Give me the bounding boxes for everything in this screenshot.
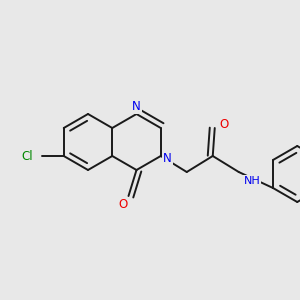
Text: N: N	[164, 152, 172, 166]
Text: NH: NH	[244, 176, 260, 186]
Text: O: O	[119, 197, 128, 211]
Text: Cl: Cl	[21, 149, 33, 163]
Text: O: O	[219, 118, 228, 130]
Text: N: N	[132, 100, 141, 113]
